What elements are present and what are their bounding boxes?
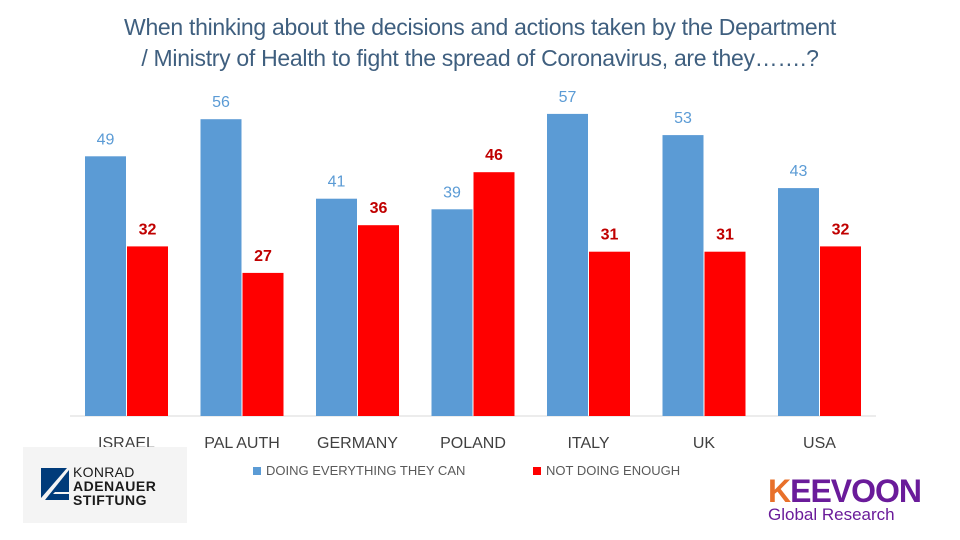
data-label: 46 [485,147,503,164]
kas-logo-icon [41,468,69,500]
bar-not-doing-enough-uk [704,251,746,416]
data-label: 31 [716,227,734,244]
data-label: 32 [832,221,850,238]
x-tick-label: POLAND [440,435,506,452]
data-label: 39 [443,184,461,201]
data-label: 49 [97,131,115,148]
x-tick-label: UK [693,435,716,452]
bar-not-doing-enough-usa [820,246,861,416]
konrad-adenauer-logo: KONRAD ADENAUER STIFTUNG [23,447,187,523]
bar-not-doing-enough-poland [473,172,515,416]
bar-doing-everything-germany [316,198,357,416]
chart-title-line-2: / Ministry of Health to fight the spread… [141,45,819,71]
bar-doing-everything-israel [85,156,126,417]
data-label: 56 [212,94,230,111]
data-label: 31 [601,227,619,244]
legend-item-not-doing-enough: NOT DOING ENOUGH [533,463,680,478]
bar-doing-everything-poland [431,209,473,416]
data-label: 32 [139,221,157,238]
kas-line-1: KONRAD [73,464,135,480]
data-label: 53 [674,110,692,127]
chart-title: When thinking about the decisions and ac… [0,12,960,74]
data-label: 41 [328,174,346,191]
bar-doing-everything-usa [778,188,819,416]
bar-doing-everything-italy [547,113,588,417]
keevoon-brand: KEEVOON [768,473,922,509]
x-tick-label: ITALY [567,435,609,452]
bar-not-doing-enough-germany [358,225,399,416]
data-label: 36 [370,200,388,217]
bar-doing-everything-uk [662,135,704,416]
data-label: 43 [790,163,808,180]
legend-label: NOT DOING ENOUGH [546,463,681,478]
legend-swatch-blue [253,466,261,475]
bar-not-doing-enough-pal-auth [242,272,284,416]
data-label: 57 [559,89,577,106]
bar-doing-everything-pal-auth [200,119,242,416]
x-tick-label: PAL AUTH [204,435,280,452]
keevoon-logo: KEEVOON Global Research [768,473,922,524]
keevoon-subtitle: Global Research [768,505,895,524]
kas-line-2: ADENAUER [73,478,157,494]
kas-line-3: STIFTUNG [73,492,147,508]
x-tick-label: GERMANY [317,435,398,452]
bar-not-doing-enough-israel [127,246,168,416]
legend-label: DOING EVERYTHING THEY CAN [266,463,466,478]
chart-title-line-1: When thinking about the decisions and ac… [124,14,836,40]
bar-not-doing-enough-italy [589,251,630,416]
legend-item-doing-everything: DOING EVERYTHING THEY CAN [253,463,465,478]
legend-swatch-red [533,466,541,475]
data-label: 27 [254,248,272,265]
x-tick-label: USA [803,435,836,452]
